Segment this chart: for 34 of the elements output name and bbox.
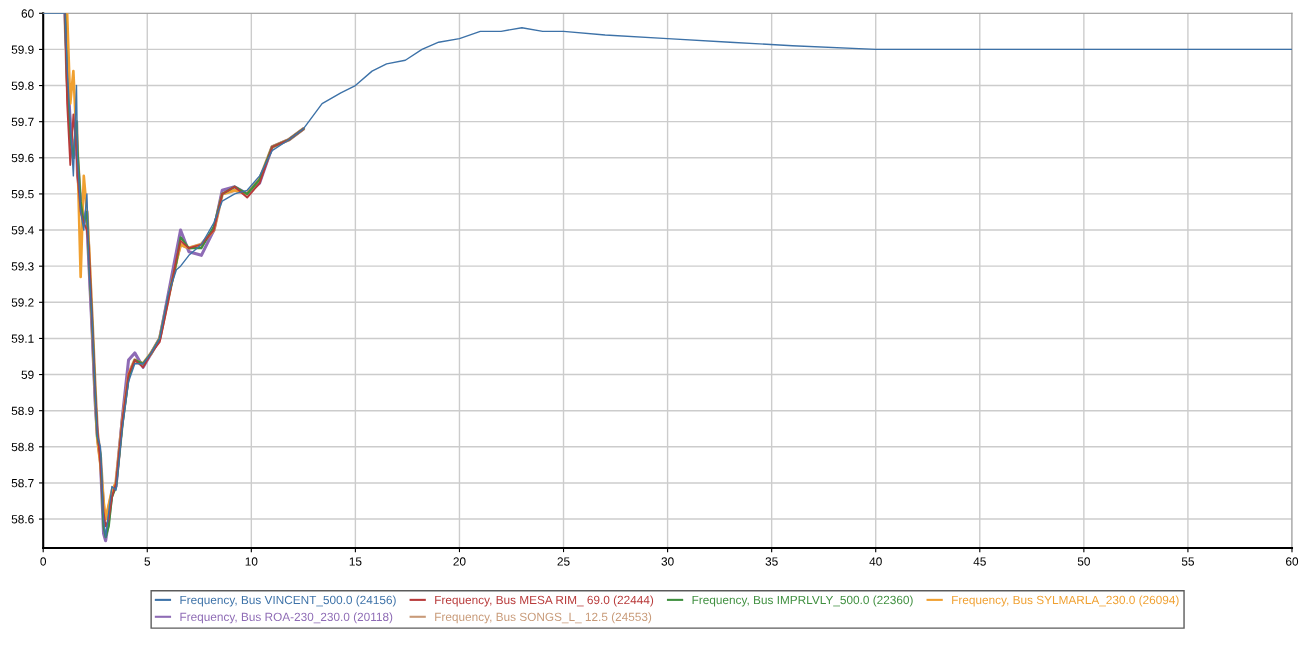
legend-label: Frequency, Bus ROA-230_230.0 (20118) [180, 612, 393, 624]
x-tick-label: 55 [1181, 557, 1194, 566]
y-tick-label: 59.4 [11, 226, 34, 235]
legend-label: Frequency, Bus IMPRLVLY_500.0 (22360) [692, 595, 913, 607]
x-tick-label: 30 [661, 557, 674, 566]
y-tick-label: 59.2 [11, 298, 34, 307]
x-tick-label: 50 [1077, 557, 1090, 566]
x-tick-label: 0 [40, 557, 47, 566]
y-tick-label: 58.8 [11, 442, 34, 452]
legend-label: Frequency, Bus SYLMARLA_230.0 (26094) [952, 595, 1179, 607]
x-tick-label: 15 [349, 557, 362, 566]
x-tick-label: 60 [1286, 557, 1299, 566]
y-tick-label: 59.6 [11, 153, 34, 163]
y-tick-label: 59.9 [11, 45, 34, 54]
legend-label: Frequency, Bus MESA RIM_ 69.0 (22444) [435, 595, 654, 607]
y-tick-label: 60 [21, 9, 34, 18]
y-tick-label: 59.5 [11, 189, 34, 199]
x-tick-label: 40 [869, 557, 882, 566]
y-tick-label: 58.9 [11, 406, 34, 416]
y-tick-label: 58.6 [11, 515, 34, 524]
x-tick-label: 5 [144, 557, 151, 566]
x-tick-label: 35 [765, 557, 778, 566]
y-tick-label: 59.1 [11, 334, 34, 343]
legend-label: Frequency, Bus VINCENT_500.0 (24156) [180, 595, 396, 607]
y-tick-label: 59.7 [11, 117, 34, 127]
x-tick-label: 25 [557, 557, 570, 566]
y-tick-label: 59 [21, 370, 34, 379]
legend-label: Frequency, Bus SONGS_L_ 12.5 (24553) [435, 612, 652, 624]
x-tick-label: 10 [245, 557, 258, 566]
x-tick-label: 20 [453, 557, 466, 566]
y-tick-label: 58.7 [11, 478, 34, 488]
y-tick-label: 59.3 [11, 262, 34, 271]
y-tick-label: 59.8 [11, 81, 34, 90]
x-tick-label: 45 [973, 557, 986, 566]
